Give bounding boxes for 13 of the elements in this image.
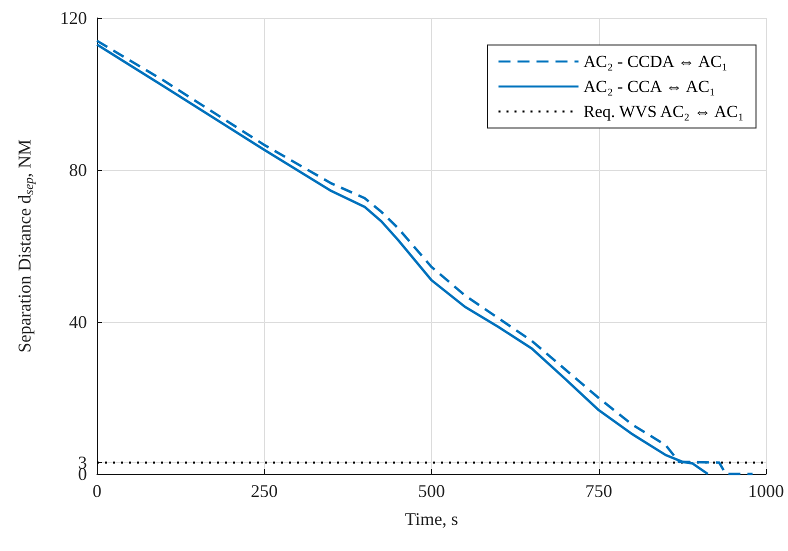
legend-label: AC₂ - CCDA ⇔ AC₁ (584, 52, 728, 71)
x-tick-label: 250 (250, 481, 278, 501)
x-axis-title: Time, s (404, 509, 458, 529)
y-tick-label: 80 (69, 160, 87, 180)
y-tick-label: 120 (60, 8, 87, 28)
legend-label: AC₂ - CCA ⇔ AC₁ (584, 77, 716, 96)
x-tick-label: 500 (418, 481, 445, 501)
x-tick-label: 1000 (748, 481, 784, 501)
x-tick-label: 0 (92, 481, 102, 501)
legend-label: Req. WVS AC₂ ⇔ AC₁ (584, 102, 744, 121)
x-tick-label: 750 (585, 481, 612, 501)
y-tick-label: 40 (69, 312, 87, 332)
y-axis-title: Separation Distance dsep, NM (14, 139, 36, 353)
